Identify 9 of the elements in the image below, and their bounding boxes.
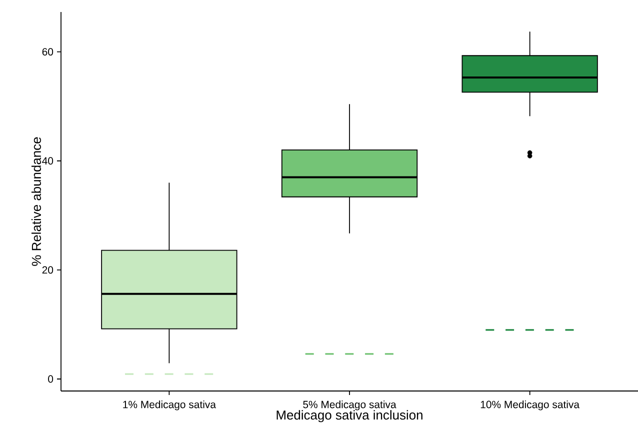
x-tick-label: 1% Medicago sativa — [123, 400, 216, 410]
y-axis-title: % Relative abundance — [31, 137, 42, 266]
y-tick-label: 20 — [42, 266, 54, 274]
y-tick-label: 0 — [48, 375, 54, 383]
x-tick-label: 5% Medicago sativa — [303, 400, 396, 410]
y-tick-label: 40 — [42, 157, 54, 165]
y-tick-label: 60 — [42, 48, 54, 56]
x-axis-title: Medicago sativa inclusion — [276, 410, 422, 422]
x-tick-label: 10% Medicago sativa — [480, 400, 580, 410]
